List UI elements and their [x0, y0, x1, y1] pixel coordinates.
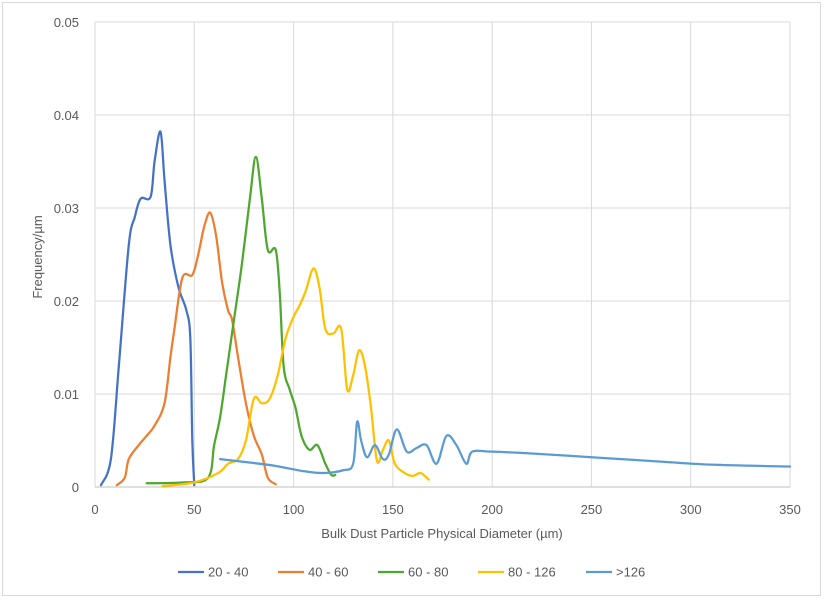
x-tick-labels: 0 50 100 150 200 250 300 350 — [91, 502, 800, 517]
y-tick-label: 0.03 — [54, 201, 79, 216]
series-line-5 — [218, 420, 792, 475]
y-tick-label: 0.01 — [54, 387, 79, 402]
series-line-4 — [161, 267, 430, 488]
legend: 20 - 40 40 - 60 60 - 80 80 - 126 >126 — [178, 565, 645, 580]
x-tick-label: 0 — [91, 502, 98, 517]
legend-label: 60 - 80 — [408, 565, 448, 580]
y-tick-label: 0.02 — [54, 294, 79, 309]
y-tick-label: 0.05 — [54, 15, 79, 30]
x-tick-label: 100 — [283, 502, 305, 517]
legend-label: 20 - 40 — [208, 565, 248, 580]
series-line-1 — [99, 130, 196, 487]
legend-label: >126 — [616, 565, 645, 580]
legend-label: 40 - 60 — [308, 565, 348, 580]
y-tick-label: 0 — [72, 480, 79, 495]
x-tick-label: 150 — [382, 502, 404, 517]
series-line-2 — [115, 211, 277, 487]
legend-label: 80 - 126 — [508, 565, 556, 580]
x-tick-label: 250 — [581, 502, 603, 517]
series-lines — [99, 130, 792, 488]
y-axis-label: Frequency/µm — [30, 215, 45, 298]
series-line-3 — [145, 155, 337, 485]
y-tick-label: 0.04 — [54, 108, 79, 123]
y-tick-labels: 0 0.01 0.02 0.03 0.04 0.05 — [54, 15, 79, 495]
x-tick-label: 50 — [187, 502, 201, 517]
x-tick-label: 200 — [481, 502, 503, 517]
x-tick-label: 350 — [779, 502, 801, 517]
x-axis-label: Bulk Dust Particle Physical Diameter (µm… — [321, 526, 563, 541]
x-tick-label: 300 — [680, 502, 702, 517]
